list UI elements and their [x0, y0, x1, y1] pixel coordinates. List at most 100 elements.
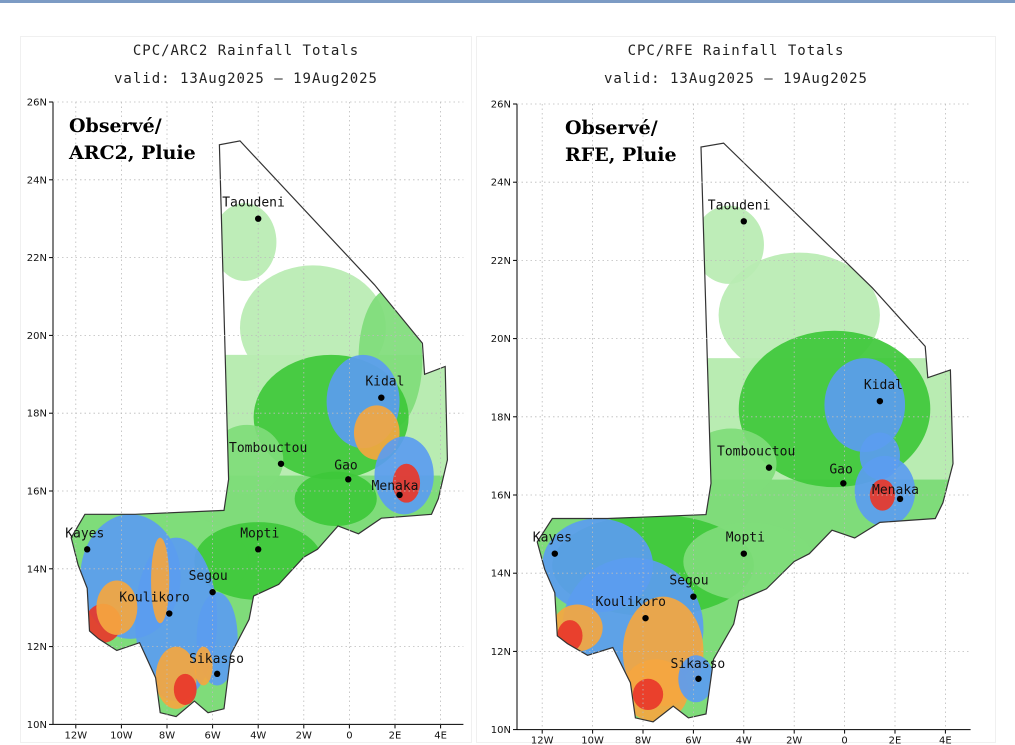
lat-tick-label: 14N — [491, 569, 511, 580]
map-valid-dates: valid: 13Aug2025 — 19Aug2025 — [113, 71, 378, 87]
city-marker — [740, 218, 747, 225]
lat-tick-label: 10N — [491, 725, 511, 736]
city-label: Mopti — [726, 531, 765, 546]
lon-tick-label: 6W — [204, 730, 220, 741]
lat-tick-label: 20N — [27, 331, 47, 342]
lon-tick-label: 0 — [346, 730, 352, 741]
city-label: Segou — [189, 569, 228, 584]
rain-area-light_green — [212, 203, 277, 281]
rain-area-mid_green — [685, 428, 777, 499]
rain-area-orange — [194, 646, 213, 686]
lon-tick-label: 6W — [685, 736, 701, 745]
rain-area-red — [632, 678, 664, 711]
city-label: Kidal — [365, 375, 404, 390]
lat-tick-label: 10N — [27, 720, 47, 731]
city-marker — [255, 215, 262, 222]
city-label: Sikasso — [670, 657, 725, 672]
rain-area-light_green — [693, 205, 764, 284]
city-marker — [209, 588, 216, 596]
city-label: Menaka — [872, 483, 919, 498]
city-label: Gao — [829, 462, 852, 477]
rfe-rainfall-map: 26N 24N 22N 20N 18N 16N 14N 12N 10N 12W 10W 8W 6W 4W 2… — [491, 100, 971, 745]
city-label: Koulikoro — [119, 591, 189, 606]
arc2-map-panel: CPC/ARC2 Rainfall Totals valid: 13Aug202… — [20, 36, 472, 743]
city-marker — [84, 546, 91, 553]
lat-tick-label: 12N — [491, 647, 511, 658]
rain-area-orange — [151, 537, 170, 624]
city-label: Koulikoro — [596, 595, 666, 610]
city-label: Kayes — [533, 531, 572, 546]
lat-tick-label: 20N — [491, 334, 511, 345]
overlay-label: Observé/ RFE, Pluie — [565, 115, 677, 169]
city-marker — [255, 546, 262, 553]
rain-area-red — [173, 673, 197, 705]
lat-tick-label: 22N — [491, 256, 511, 267]
city-marker — [396, 491, 403, 499]
lon-tick-label: 2W — [786, 736, 802, 745]
lat-tick-label: 14N — [27, 564, 47, 575]
lon-tick-label: 8W — [159, 730, 175, 741]
city-marker — [213, 670, 221, 678]
lat-tick-label: 24N — [491, 178, 511, 189]
rain-area-mid_green — [210, 424, 284, 495]
city-marker — [876, 397, 884, 405]
lon-tick-label: 10W — [110, 730, 133, 741]
city-marker — [166, 610, 173, 617]
lat-tick-label: 22N — [27, 253, 47, 264]
lon-tick-label: 8W — [635, 736, 651, 745]
city-label: Mopti — [240, 526, 279, 541]
lat-tick-label: 16N — [491, 491, 511, 502]
city-label: Kayes — [65, 526, 104, 541]
lon-tick-label: 0 — [841, 736, 847, 745]
city-label: Taoudeni — [708, 198, 771, 213]
lat-tick-label: 24N — [27, 175, 47, 186]
lon-tick-label: 2W — [296, 730, 312, 741]
lon-tick-label: 4W — [736, 736, 752, 745]
rain-area-green — [294, 471, 377, 527]
city-marker — [690, 593, 697, 600]
mali-border — [70, 140, 449, 718]
lat-tick-label: 26N — [27, 98, 47, 109]
city-marker — [551, 550, 558, 557]
lon-tick-label: 4W — [250, 730, 266, 741]
lon-tick-label: 4E — [939, 736, 952, 745]
lon-tick-label: 10W — [581, 736, 604, 745]
lat-tick-label: 16N — [27, 487, 47, 498]
city-marker — [642, 614, 649, 622]
city-label: Gao — [334, 458, 357, 473]
city-label: Kidal — [864, 378, 903, 393]
city-marker — [840, 480, 847, 487]
overlay-label-line1: Observé/ — [69, 115, 162, 137]
city-marker — [896, 495, 904, 503]
rain-area-blue — [824, 358, 906, 452]
city-label: Taoudeni — [222, 196, 285, 211]
lat-tick-label: 18N — [491, 412, 511, 423]
city-marker — [765, 464, 773, 471]
city-marker — [345, 476, 352, 483]
city-label: Sikasso — [189, 652, 244, 667]
map-valid-dates: valid: 13Aug2025 — 19Aug2025 — [603, 71, 868, 87]
city-label: Segou — [669, 574, 708, 589]
mali-border — [536, 142, 954, 723]
lat-tick-label: 26N — [491, 100, 511, 111]
lon-tick-label: 4E — [434, 730, 447, 741]
city-label: Tombouctou — [717, 445, 795, 460]
rfe-map-panel: CPC/RFE Rainfall Totals valid: 13Aug2025… — [476, 36, 996, 745]
lon-tick-label: 12W — [64, 730, 87, 741]
lat-tick-label: 18N — [27, 409, 47, 420]
map-title: CPC/RFE Rainfall Totals — [627, 43, 845, 59]
rain-area-red — [557, 620, 583, 652]
overlay-label: Observé/ ARC2, Pluie — [69, 113, 196, 167]
lon-tick-label: 2E — [889, 736, 902, 745]
city-label: Tombouctou — [229, 441, 307, 456]
top-border — [0, 0, 1015, 3]
lon-tick-label: 2E — [389, 730, 402, 741]
city-marker — [740, 550, 747, 557]
arc2-rainfall-map: 26N 24N 22N 20N 18N 16N 14N 12N 10N 12W 10W 8W 6W 4W 2… — [27, 98, 464, 741]
overlay-label-line1: Observé/ — [565, 117, 658, 139]
rain-area-orange — [96, 580, 138, 635]
lat-tick-label: 12N — [27, 642, 47, 653]
lon-tick-label: 12W — [531, 736, 554, 745]
city-marker — [277, 460, 285, 467]
city-marker — [695, 675, 702, 682]
